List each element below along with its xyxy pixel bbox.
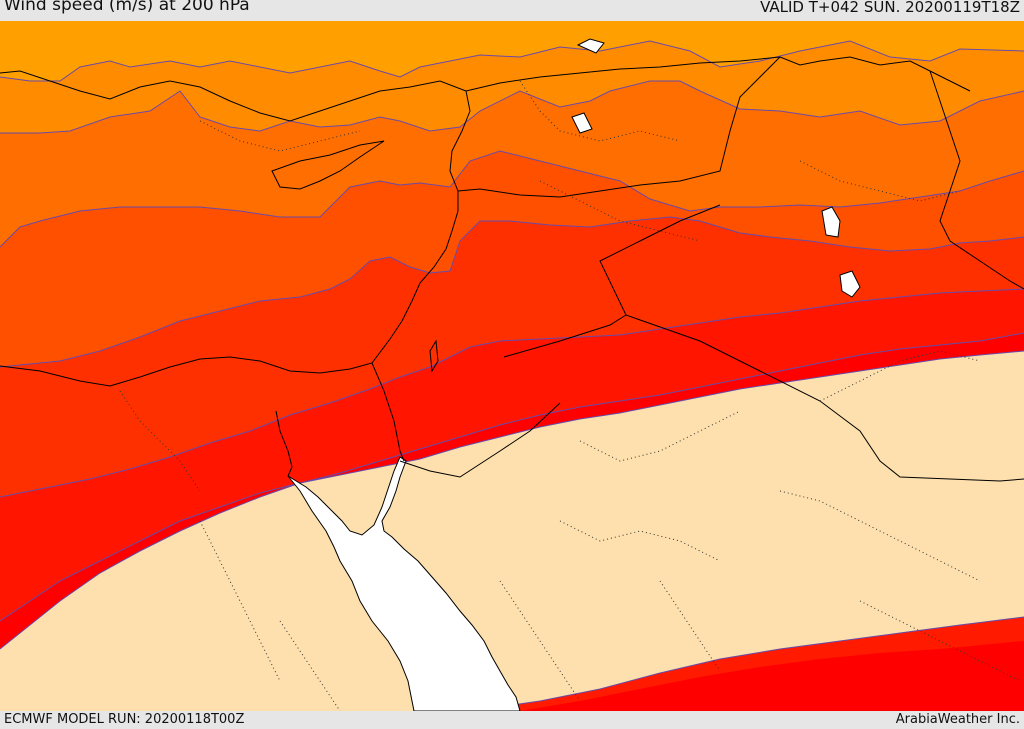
map-title: Wind speed (m/s) at 200 hPa: [4, 0, 250, 15]
wind-band-7: [0, 289, 1024, 621]
lake: [839, 270, 861, 298]
red-sea: [287, 456, 521, 711]
model-run: ECMWF MODEL RUN: 20200118T00Z: [4, 712, 245, 727]
southern-wind-band-inner: [520, 641, 1024, 711]
header-bar: Wind speed (m/s) at 200 hPa VALID T+042 …: [0, 0, 1024, 21]
footer-bar: ECMWF MODEL RUN: 20200118T00Z ArabiaWeat…: [0, 711, 1024, 729]
wind-contours: [0, 40, 1024, 711]
wind-speed-map[interactable]: [0, 21, 1024, 711]
lake: [576, 38, 605, 54]
wind-band-4: [0, 81, 1024, 247]
internal-boundaries: [119, 80, 1021, 711]
lake: [571, 112, 593, 134]
wind-band-6: [0, 217, 1024, 497]
credit: ArabiaWeather Inc.: [895, 712, 1020, 727]
borders: [0, 56, 1024, 482]
valid-time: VALID T+042 SUN. 20200119T18Z: [760, 0, 1020, 16]
lake: [821, 206, 841, 238]
